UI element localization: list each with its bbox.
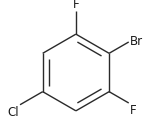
Text: F: F xyxy=(73,0,79,11)
Text: F: F xyxy=(130,104,136,117)
Text: Cl: Cl xyxy=(8,106,19,119)
Text: Br: Br xyxy=(130,35,143,48)
